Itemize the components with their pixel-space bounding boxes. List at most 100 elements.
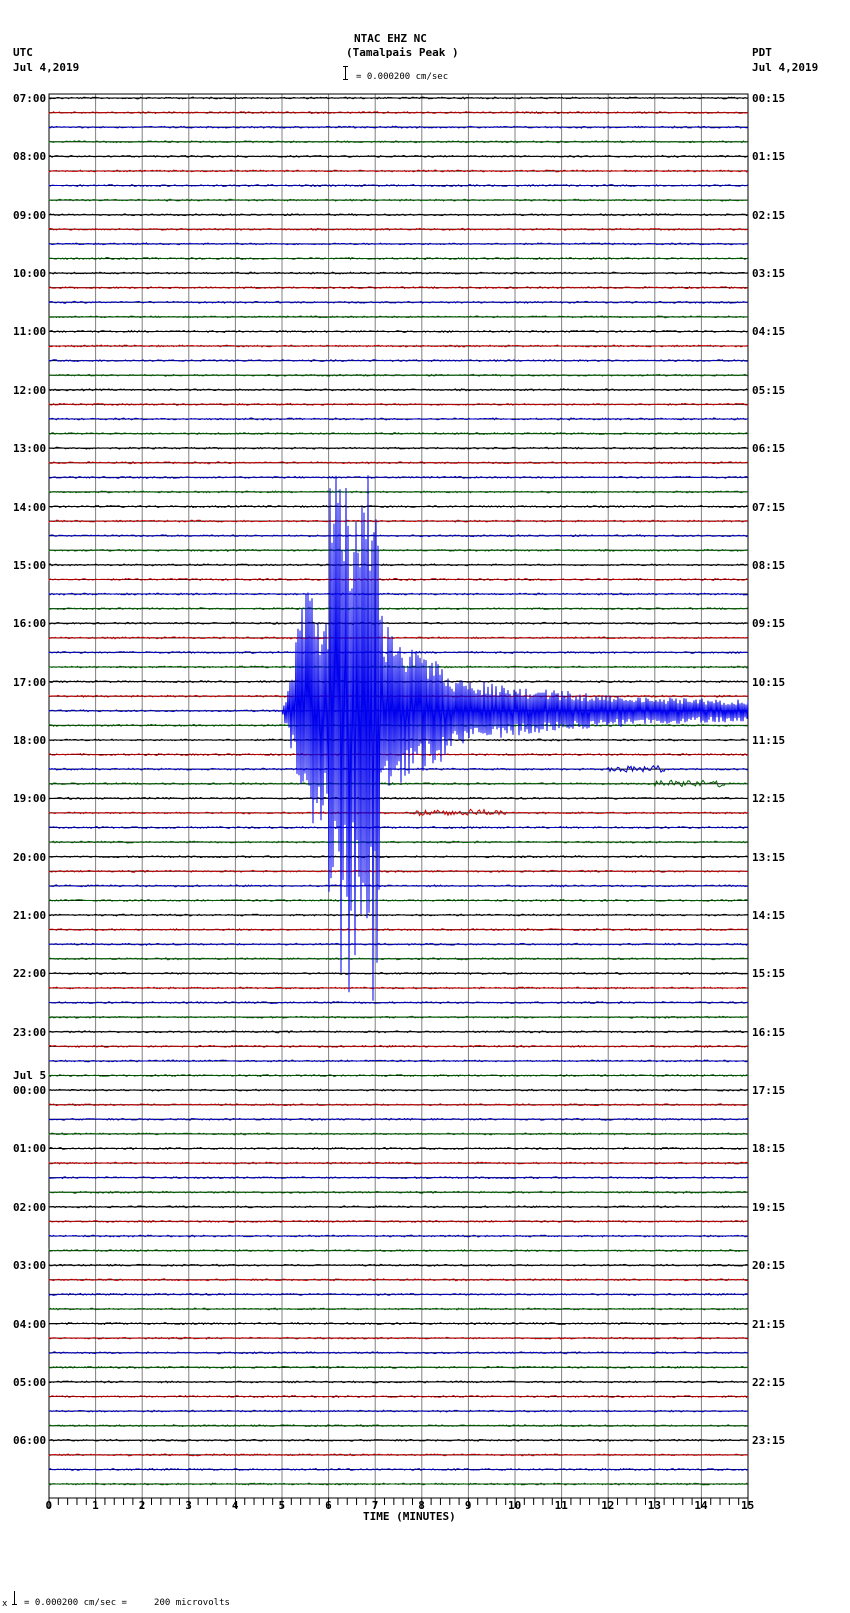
trace-waveform bbox=[48, 1073, 749, 1078]
pdt-hour-label: 01:15 bbox=[752, 150, 786, 164]
pdt-hour-label: 13:15 bbox=[752, 850, 786, 864]
trace-waveform bbox=[48, 1351, 749, 1355]
trace-waveform bbox=[48, 388, 749, 392]
footer-scale-bar-cap bbox=[12, 1604, 17, 1605]
pdt-hour-label: 08:15 bbox=[752, 558, 786, 572]
utc-hour-label: 12:00 bbox=[13, 383, 47, 397]
trace-waveform bbox=[48, 213, 749, 217]
trace-waveform bbox=[48, 1103, 749, 1107]
trace-waveform bbox=[48, 256, 749, 261]
trace-waveform bbox=[48, 96, 749, 100]
x-tick-label: 9 bbox=[464, 1499, 472, 1512]
trace-waveform bbox=[48, 475, 749, 479]
trace-waveform bbox=[48, 738, 749, 742]
utc-hour-label: 22:00 bbox=[13, 967, 47, 981]
trace-waveform bbox=[48, 504, 749, 509]
trace-waveform bbox=[48, 927, 749, 932]
pdt-hour-label: 17:15 bbox=[752, 1084, 786, 1098]
trace-waveform bbox=[48, 461, 749, 465]
x-tick-label: 12 bbox=[601, 1499, 615, 1512]
x-tick-label: 5 bbox=[278, 1499, 286, 1512]
trace-waveform bbox=[48, 227, 749, 232]
trace-waveform bbox=[48, 373, 749, 377]
trace-waveform bbox=[48, 140, 749, 144]
trace-waveform bbox=[48, 110, 749, 115]
utc-hour-label: 08:00 bbox=[13, 150, 47, 164]
trace-waveform bbox=[48, 898, 749, 903]
x-tick-label: 15 bbox=[741, 1499, 755, 1512]
x-tick-label: 4 bbox=[231, 1499, 239, 1512]
x-tick-label: 0 bbox=[45, 1499, 53, 1512]
trace-waveform bbox=[48, 242, 749, 246]
utc-hour-label: 21:00 bbox=[13, 909, 47, 923]
trace-waveform bbox=[48, 1482, 749, 1486]
trace-waveform bbox=[48, 446, 749, 450]
trace-waveform bbox=[48, 1307, 749, 1311]
trace-waveform bbox=[48, 1190, 749, 1194]
trace-waveform bbox=[48, 884, 749, 888]
pdt-hour-label: 05:15 bbox=[752, 383, 786, 397]
utc-hour-label: 10:00 bbox=[13, 267, 47, 281]
x-tick-label: 6 bbox=[325, 1499, 332, 1512]
trace-waveform bbox=[48, 1263, 749, 1267]
utc-hour-label: 02:00 bbox=[13, 1200, 47, 1214]
left-date: Jul 4,2019 bbox=[13, 61, 80, 74]
trace-waveform bbox=[48, 1365, 749, 1369]
pdt-hour-label: 15:15 bbox=[752, 967, 786, 981]
pdt-hour-label: 22:15 bbox=[752, 1375, 786, 1389]
pdt-hour-label: 19:15 bbox=[752, 1200, 786, 1214]
trace-waveform bbox=[48, 1424, 749, 1428]
trace-waveform bbox=[48, 285, 749, 290]
trace-waveform bbox=[48, 869, 749, 873]
date-change-label: Jul 5 bbox=[13, 1069, 47, 1083]
pdt-hour-label: 21:15 bbox=[752, 1317, 786, 1331]
footer-scale-note: = 0.000200 cm/sec = 200 microvolts bbox=[24, 1598, 230, 1608]
trace-waveform bbox=[48, 1146, 749, 1151]
utc-hour-label: 04:00 bbox=[13, 1317, 47, 1331]
trace-waveform bbox=[48, 1438, 749, 1442]
trace-waveform bbox=[48, 329, 749, 333]
trace-waveform bbox=[48, 1278, 749, 1282]
trace-waveform bbox=[48, 344, 749, 348]
trace-waveform bbox=[48, 1001, 749, 1005]
trace-waveform bbox=[48, 359, 748, 363]
trace-waveform bbox=[48, 300, 749, 305]
trace-waveform bbox=[48, 154, 749, 158]
footer-scale-bar-icon bbox=[14, 1591, 15, 1605]
scale-bar-icon bbox=[345, 66, 346, 80]
pdt-hour-label: 09:15 bbox=[752, 617, 786, 631]
trace-waveform bbox=[48, 183, 749, 188]
trace-waveform bbox=[48, 592, 748, 596]
x-tick-label: 3 bbox=[185, 1499, 192, 1512]
trace-waveform bbox=[48, 315, 749, 319]
trace-waveform bbox=[48, 169, 749, 173]
station-title: NTAC EHZ NC bbox=[354, 32, 427, 45]
trace-waveform bbox=[48, 840, 749, 844]
trace-waveform bbox=[48, 1467, 749, 1472]
utc-hour-label: 19:00 bbox=[13, 792, 47, 806]
utc-hour-label: 23:00 bbox=[13, 1025, 47, 1039]
scale-bar-cap-top bbox=[343, 66, 348, 67]
pdt-hour-label: 02:15 bbox=[752, 208, 786, 222]
trace-waveform bbox=[48, 1205, 749, 1209]
x-tick-label: 1 bbox=[92, 1499, 99, 1512]
pdt-hour-label: 00:15 bbox=[752, 92, 786, 105]
trace-waveform bbox=[48, 855, 749, 859]
pdt-hour-label: 14:15 bbox=[752, 909, 786, 923]
trace-waveform bbox=[48, 607, 749, 611]
x-tick-label: 11 bbox=[554, 1499, 568, 1512]
footer-marker: x bbox=[2, 1599, 8, 1609]
station-location: (Tamalpais Peak ) bbox=[346, 46, 459, 59]
trace-waveform bbox=[48, 808, 749, 817]
utc-hour-label: 16:00 bbox=[13, 617, 47, 631]
utc-hour-label: 01:00 bbox=[13, 1142, 47, 1156]
x-tick-label: 8 bbox=[418, 1499, 425, 1512]
trace-waveform bbox=[48, 636, 749, 640]
trace-waveform bbox=[48, 971, 749, 976]
utc-hour-label: 09:00 bbox=[13, 208, 47, 222]
utc-hour-label: 05:00 bbox=[13, 1375, 47, 1389]
utc-hour-label: 18:00 bbox=[13, 733, 47, 747]
utc-hour-label: 14:00 bbox=[13, 500, 47, 514]
trace-waveform bbox=[48, 986, 749, 990]
